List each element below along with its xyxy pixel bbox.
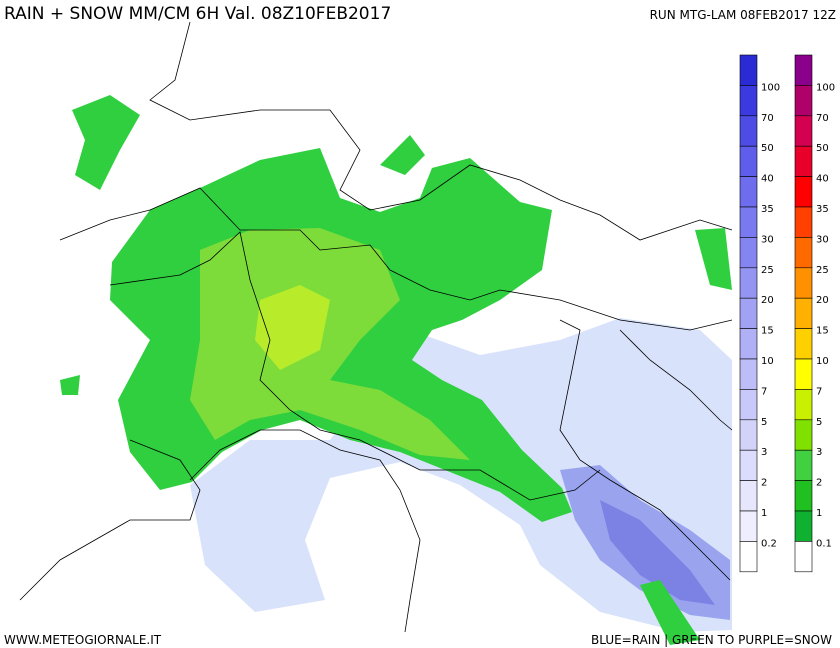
scale-label: 1 [816,508,822,519]
color-cell [739,54,758,86]
scale-label: 50 [761,143,774,154]
color-cell [739,206,758,238]
color-cell [739,176,758,208]
scale-label: 40 [761,174,774,185]
scale-label: 30 [761,234,774,245]
scale-label: 3 [816,447,822,458]
scale-label: 7 [761,386,767,397]
legend-note: BLUE=RAIN | GREEN TO PURPLE=SNOW [591,633,832,647]
scale-label: 35 [816,204,829,215]
snow-blob [60,375,80,395]
scale-label: 1 [761,508,767,519]
color-cell [794,419,813,451]
scale-label: 10 [761,356,774,367]
map-title: RAIN + SNOW MM/CM 6H Val. 08Z10FEB2017 [4,4,391,24]
map [19,21,733,645]
scale-label: 100 [816,82,835,93]
run-info: RUN MTG-LAM 08FEB2017 12Z [650,8,836,22]
color-cell [794,54,813,86]
snow-blob [640,580,700,645]
color-cell [794,297,813,329]
scale-label: 40 [816,174,829,185]
coast [619,329,733,431]
color-cell [794,389,813,421]
border [149,21,733,241]
color-cell [739,510,758,542]
scale-label: 0.2 [761,538,777,549]
coast [559,319,731,581]
scale-label: 100 [761,82,780,93]
color-cell [739,145,758,177]
scale-label: 7 [816,386,822,397]
scale-label: 15 [761,326,774,337]
color-cell [739,541,758,573]
color-cell [794,541,813,573]
scale-label: 35 [761,204,774,215]
scale-label: 25 [816,265,829,276]
color-cell [739,237,758,269]
scale-label: 10 [816,356,829,367]
scale-label: 50 [816,143,829,154]
color-cell [739,85,758,117]
color-cell [739,449,758,481]
scale-label: 20 [816,295,829,306]
color-cell [794,328,813,360]
snow-colorbar: 100 70 50 40 35 30 25 20 15 10 7 5 3 2 1 0.1 [794,54,835,573]
rain-colorbar: 100 70 50 40 35 30 25 20 15 10 7 5 3 2 1 0.2 [739,54,780,573]
color-cell [739,297,758,329]
site-credit: WWW.METEOGIORNALE.IT [4,633,162,647]
border [19,439,201,601]
color-cell [739,267,758,299]
snow-moderate [190,228,470,460]
scale-label: 2 [761,478,767,489]
color-cell [794,85,813,117]
coast [189,429,421,633]
color-cell [739,389,758,421]
scale-label: 5 [816,417,822,428]
scale-label: 2 [816,478,822,489]
scale-label: 30 [816,234,829,245]
scale-label: 3 [761,447,767,458]
rain-heaviest [600,500,715,605]
color-cell [794,115,813,147]
scale-label: 20 [761,295,774,306]
color-cell [739,358,758,390]
color-cell [794,267,813,299]
color-cell [739,419,758,451]
scale-label: 70 [816,113,829,124]
scale-label: 15 [816,326,829,337]
snow-blob [695,228,732,290]
scale-label: 5 [761,417,767,428]
border [109,231,601,501]
color-cell [739,115,758,147]
snow-light-spot [255,285,330,370]
snow-blob [72,95,140,190]
scale-label: 70 [761,113,774,124]
snow-blob [380,135,425,175]
color-cell [794,449,813,481]
color-cell [794,206,813,238]
border [59,187,733,331]
color-cell [794,510,813,542]
color-cell [739,328,758,360]
color-cell [794,480,813,512]
color-cell [794,145,813,177]
color-cell [794,237,813,269]
color-cell [739,480,758,512]
color-cell [794,176,813,208]
scale-label: 0.1 [816,538,832,549]
color-cell [794,358,813,390]
scale-label: 25 [761,265,774,276]
